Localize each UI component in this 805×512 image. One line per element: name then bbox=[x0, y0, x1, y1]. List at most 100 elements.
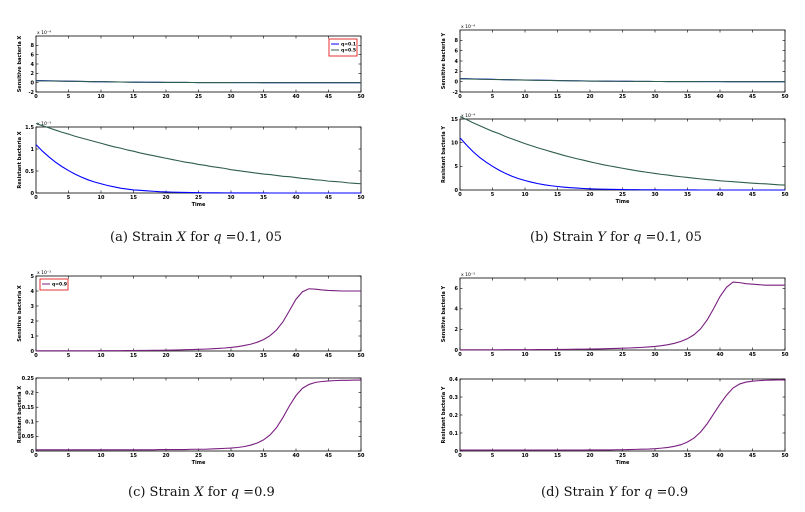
y-tick-label: 0 bbox=[455, 188, 459, 194]
y-tick-label: 0 bbox=[31, 449, 35, 455]
y-axis-label: Resistant bacteria X bbox=[17, 131, 23, 188]
caption-b-var: Y bbox=[597, 230, 606, 245]
caption-a-var: X bbox=[176, 230, 187, 245]
axis-exponent: x 10⁻⁴ bbox=[37, 30, 51, 36]
x-tick-label: 40 bbox=[717, 453, 724, 459]
x-tick-label: 5 bbox=[67, 195, 71, 201]
y-tick-label: 5 bbox=[31, 274, 35, 280]
x-tick-label: 10 bbox=[522, 192, 529, 198]
y-tick-label: 10 bbox=[451, 140, 458, 146]
series-line-q05 bbox=[35, 122, 362, 185]
plot-frame bbox=[35, 377, 362, 452]
y-tick-label: 8 bbox=[31, 43, 35, 49]
x-tick-label: 40 bbox=[293, 195, 300, 201]
x-tick-label: 35 bbox=[684, 453, 691, 459]
x-tick-label: 45 bbox=[325, 195, 332, 201]
plot-frame bbox=[459, 118, 786, 191]
x-tick-label: 40 bbox=[293, 94, 300, 100]
x-tick-label: 35 bbox=[260, 195, 267, 201]
x-tick-label: 25 bbox=[195, 195, 202, 201]
x-tick-label: 45 bbox=[749, 192, 756, 198]
caption-c-var: X bbox=[194, 485, 204, 500]
x-tick-label: 15 bbox=[554, 192, 561, 198]
y-axis-label: Sensitive bacteria X bbox=[17, 285, 23, 342]
x-tick-label: 10 bbox=[98, 195, 105, 201]
y-tick-label: 0.1 bbox=[25, 420, 34, 426]
y-axis-label: Resistant bacteria Y bbox=[441, 126, 447, 183]
caption-c-mid: for bbox=[203, 485, 231, 500]
x-tick-label: 45 bbox=[749, 352, 756, 358]
y-tick-label: 15 bbox=[451, 117, 458, 123]
x-tick-label: 35 bbox=[260, 94, 267, 100]
plot-frame bbox=[459, 378, 786, 452]
caption-b-prefix: (b) Strain bbox=[530, 230, 598, 245]
legend-box bbox=[39, 278, 69, 291]
y-tick-label: 4 bbox=[455, 59, 459, 65]
y-tick-label: 8 bbox=[455, 38, 459, 44]
axis-exponent: x 10⁻⁴ bbox=[461, 24, 475, 30]
y-tick-label: 1 bbox=[31, 334, 35, 340]
x-tick-label: 20 bbox=[163, 353, 170, 359]
y-tick-label: 2 bbox=[31, 71, 35, 77]
x-tick-label: 0 bbox=[34, 195, 38, 201]
caption-a-mid: for bbox=[186, 230, 214, 245]
y-tick-label: 0.4 bbox=[449, 377, 458, 383]
y-tick-label: 5 bbox=[455, 164, 459, 170]
y-tick-label: 0.25 bbox=[22, 376, 35, 382]
y-tick-label: -2 bbox=[452, 90, 458, 96]
x-tick-label: 50 bbox=[782, 94, 789, 100]
x-tick-label: 5 bbox=[491, 352, 495, 358]
axis-exponent: x 10⁻³ bbox=[37, 121, 51, 127]
y-tick-label: 0 bbox=[455, 449, 459, 455]
x-tick-label: 25 bbox=[619, 94, 626, 100]
y-tick-label: 0.2 bbox=[449, 413, 458, 419]
y-tick-label: 0.2 bbox=[25, 390, 34, 396]
series-line-q01 bbox=[35, 144, 361, 194]
x-tick-label: 45 bbox=[325, 353, 332, 359]
x-tick-label: 15 bbox=[554, 352, 561, 358]
y-tick-label: 0 bbox=[455, 79, 459, 85]
caption-d-var: Y bbox=[608, 485, 617, 500]
x-tick-label: 10 bbox=[98, 94, 105, 100]
y-tick-label: 6 bbox=[455, 286, 459, 292]
x-tick-label: 50 bbox=[358, 453, 365, 459]
x-tick-label: 30 bbox=[652, 94, 659, 100]
x-tick-label: 50 bbox=[782, 352, 789, 358]
x-tick-label: 25 bbox=[619, 453, 626, 459]
x-tick-label: 10 bbox=[522, 94, 529, 100]
y-tick-label: 0 bbox=[31, 191, 35, 197]
caption-b-mid: for bbox=[605, 230, 634, 245]
series-line-q09 bbox=[460, 281, 785, 351]
x-axis-label: Time bbox=[192, 202, 206, 208]
x-tick-label: 5 bbox=[67, 453, 71, 459]
x-tick-label: 35 bbox=[684, 94, 691, 100]
x-tick-label: 0 bbox=[458, 192, 462, 198]
x-tick-label: 15 bbox=[554, 453, 561, 459]
caption-d-prefix: (d) Strain bbox=[541, 485, 609, 500]
x-tick-label: 50 bbox=[358, 353, 365, 359]
x-tick-label: 25 bbox=[195, 453, 202, 459]
x-tick-label: 25 bbox=[619, 192, 626, 198]
x-tick-label: 30 bbox=[652, 352, 659, 358]
x-tick-label: 50 bbox=[358, 195, 365, 201]
caption-c-suffix: =0.9 bbox=[239, 485, 275, 500]
chart-panel-8: 0 5 10 15 20 25 30 35 40 45 50 0 0.1 0.2 0.3 0.4Resista… bbox=[441, 377, 789, 466]
caption-b-suffix: =0.1, 05 bbox=[641, 230, 702, 245]
y-axis-label: Sensitive bacteria Y bbox=[441, 32, 447, 89]
x-tick-label: 10 bbox=[98, 353, 105, 359]
legend-box bbox=[328, 38, 358, 57]
chart-panel-7: 0 5 10 15 20 25 30 35 40 45 50 0 2 4 6 x 10⁻³ Sensitive … bbox=[441, 272, 789, 358]
x-tick-label: 15 bbox=[130, 94, 137, 100]
x-tick-label: 30 bbox=[652, 192, 659, 198]
x-tick-label: 20 bbox=[163, 453, 170, 459]
y-tick-label: 4 bbox=[455, 307, 459, 313]
y-tick-label: 6 bbox=[31, 52, 35, 58]
x-tick-label: 20 bbox=[163, 195, 170, 201]
y-axis-label: Sensitive bacteria Y bbox=[441, 285, 447, 342]
x-tick-label: 5 bbox=[491, 94, 495, 100]
x-tick-label: 20 bbox=[587, 94, 594, 100]
